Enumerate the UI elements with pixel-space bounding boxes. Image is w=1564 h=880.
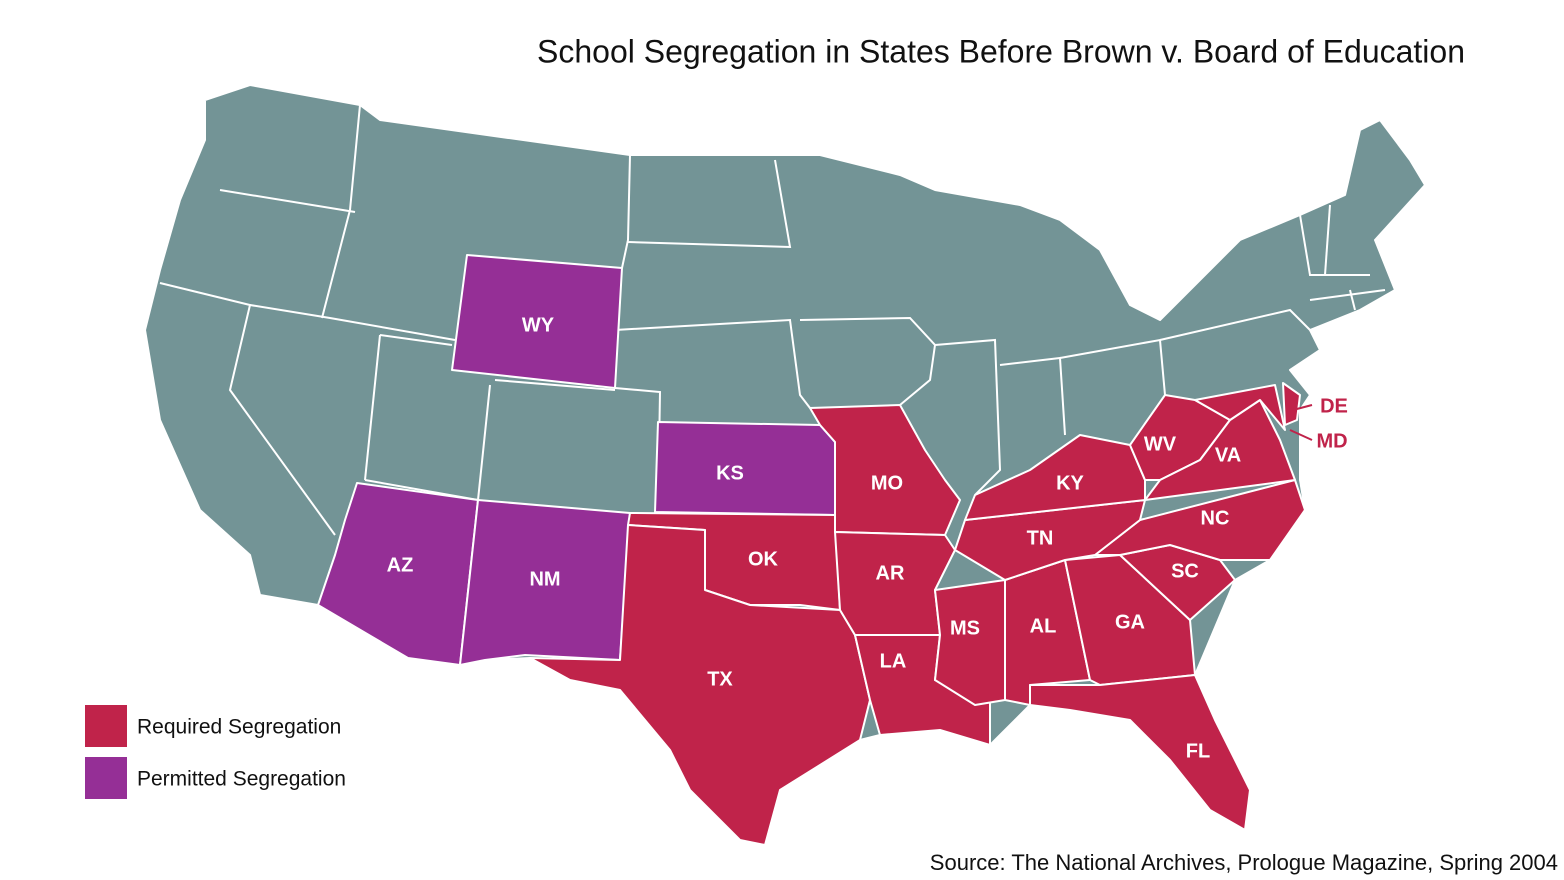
state-label: DE: [1320, 395, 1348, 417]
state-label: LA: [880, 650, 907, 672]
state: [964, 434, 1146, 521]
state: [1094, 479, 1306, 561]
state-label: NM: [529, 568, 560, 590]
legend: Required Segregation Permitted Segregatio…: [85, 705, 346, 799]
legend-swatch: [85, 705, 127, 747]
state-label: GA: [1115, 611, 1145, 633]
state-label: MO: [871, 472, 903, 494]
state: [809, 404, 961, 536]
state: [1029, 674, 1251, 831]
state: [451, 254, 623, 389]
state: [1194, 384, 1286, 431]
state-label: TX: [707, 668, 733, 690]
state-label: AZ: [387, 554, 414, 576]
state-label: KS: [716, 462, 744, 484]
source-note: Source: The National Archives, Prologue …: [930, 850, 1558, 875]
state-label: MD: [1316, 430, 1347, 452]
state-label: WV: [1144, 433, 1177, 455]
state: [1282, 382, 1301, 426]
state-label: AL: [1030, 615, 1057, 637]
state-label: AR: [876, 562, 905, 584]
state: [654, 421, 836, 516]
state-label: SC: [1171, 560, 1199, 582]
state-label: WY: [522, 314, 555, 336]
state-label: OK: [748, 548, 779, 570]
legend-swatch: [85, 757, 127, 799]
state-label: MS: [950, 617, 980, 639]
state-label: KY: [1056, 472, 1084, 494]
legend-label: Required Segregation: [137, 716, 341, 739]
map-title: School Segregation in States Before Brow…: [537, 33, 1465, 69]
legend-label: Permitted Segregation: [137, 768, 346, 791]
state-label: NC: [1201, 507, 1230, 529]
leader-line: [1292, 404, 1313, 411]
state-label: TN: [1027, 527, 1054, 549]
leader-line: [1289, 429, 1313, 441]
state-label: FL: [1186, 740, 1210, 762]
state: [934, 579, 1006, 706]
state: [529, 524, 871, 846]
state-label: VA: [1215, 444, 1241, 466]
